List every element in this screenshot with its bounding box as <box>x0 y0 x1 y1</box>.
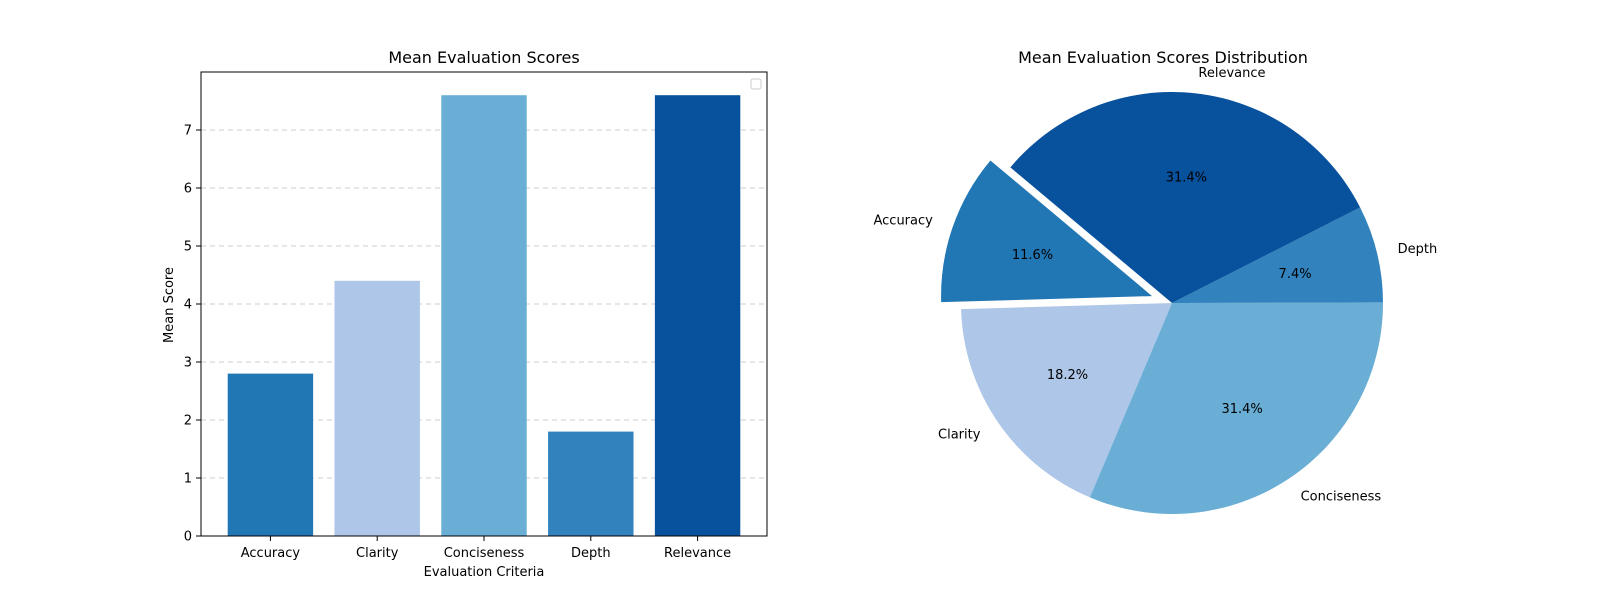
pie-percent-conciseness: 31.4% <box>1221 402 1262 417</box>
bar-y-axis-label: Mean Score <box>162 267 177 343</box>
bar-x-tick-label: Clarity <box>356 546 399 561</box>
pie-slice-accuracy <box>941 160 1153 303</box>
bar-y-axis: 0 1 2 3 4 5 6 7 <box>184 124 201 545</box>
pie-slice-clarity <box>961 303 1172 498</box>
bar-y-tick-label: 5 <box>184 240 192 255</box>
bar-y-tick-label: 0 <box>184 530 192 545</box>
pie-label-relevance: Relevance <box>1198 66 1265 81</box>
bar-y-tick-label: 1 <box>184 472 192 487</box>
pie-label-conciseness: Conciseness <box>1301 490 1382 505</box>
pie-percent-clarity: 18.2% <box>1047 368 1088 383</box>
pie-label-accuracy: Accuracy <box>873 213 933 228</box>
bar-chart: Mean Evaluation Scores 0 1 2 3 4 5 6 7 Accuracy… <box>162 48 768 580</box>
bar-series <box>227 95 741 536</box>
pie-labels: Accuracy 11.6% Clarity 18.2% Conciseness 31.4… <box>873 66 1437 505</box>
pie-chart-title: Mean Evaluation Scores Distribution <box>1018 48 1308 67</box>
bar-chart-title: Mean Evaluation Scores <box>388 48 579 67</box>
pie-slice-depth <box>1172 207 1383 303</box>
bar-y-tick-label: 3 <box>184 356 192 371</box>
pie-label-depth: Depth <box>1398 242 1438 257</box>
bar-accuracy <box>227 373 314 536</box>
bar-clarity <box>334 280 420 536</box>
bar-y-tick-label: 2 <box>184 414 192 429</box>
bar-x-tick-label: Depth <box>571 546 611 561</box>
pie-chart: Mean Evaluation Scores Distribution Accu… <box>873 48 1437 514</box>
bar-x-axis: Accuracy Clarity Conciseness Depth Relevance <box>241 536 731 561</box>
pie-percent-relevance: 31.4% <box>1166 171 1207 186</box>
bar-x-axis-label: Evaluation Criteria <box>424 565 545 580</box>
bar-y-tick-label: 7 <box>184 124 192 139</box>
bar-x-tick-label: Conciseness <box>444 546 525 561</box>
bar-conciseness <box>441 95 527 536</box>
bar-relevance <box>654 95 741 536</box>
pie-slices <box>941 91 1384 514</box>
pie-label-clarity: Clarity <box>938 428 981 443</box>
bar-depth <box>548 431 634 536</box>
bar-legend-box <box>750 78 762 90</box>
bar-y-tick-label: 4 <box>184 298 192 313</box>
pie-percent-depth: 7.4% <box>1279 267 1312 282</box>
pie-percent-accuracy: 11.6% <box>1012 248 1053 263</box>
pie-slice-conciseness <box>1089 302 1384 514</box>
bar-y-tick-label: 6 <box>184 182 192 197</box>
bar-x-tick-label: Accuracy <box>241 546 301 561</box>
bar-x-tick-label: Relevance <box>664 546 731 561</box>
pie-slice-relevance <box>1010 91 1361 304</box>
